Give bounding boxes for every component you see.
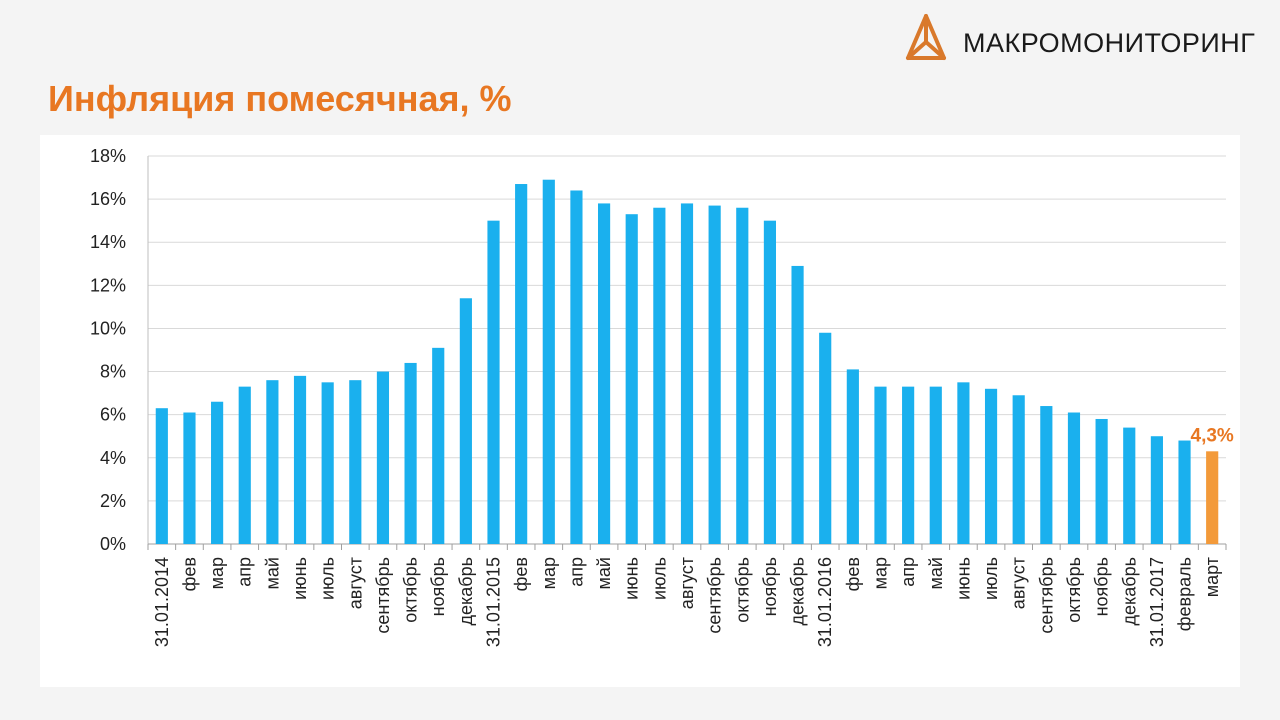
bar: [597, 203, 611, 544]
bar: [874, 386, 887, 544]
x-tick-label: мар: [207, 557, 227, 589]
x-tick-label: сентябрь: [705, 557, 725, 634]
x-tick-label: апр: [566, 557, 586, 587]
y-tick-label: 12%: [90, 275, 126, 295]
x-tick-label: ноябрь: [1092, 557, 1112, 616]
bar: [902, 386, 915, 544]
bar: [1095, 418, 1108, 544]
bar: [929, 386, 942, 544]
bar: [1040, 406, 1053, 544]
x-tick-label: октябрь: [1064, 557, 1084, 623]
x-tick-label: май: [594, 557, 614, 589]
x-tick-label: декабрь: [1119, 557, 1139, 626]
bar: [211, 401, 224, 544]
x-tick-label: фев: [843, 557, 863, 591]
x-tick-label: июль: [981, 557, 1001, 600]
x-tick-label: апр: [898, 557, 918, 587]
bar: [1178, 440, 1191, 544]
y-tick-label: 10%: [90, 318, 126, 338]
x-tick-label: август: [677, 557, 697, 609]
x-tick-label: декабрь: [456, 557, 476, 626]
bar: [1123, 427, 1136, 544]
bar: [957, 382, 970, 544]
x-tick-label: мар: [870, 557, 890, 589]
x-tick-label: 31.01.2016: [815, 557, 835, 647]
bar: [791, 265, 804, 544]
x-tick-label: 31.01.2017: [1147, 557, 1167, 647]
x-tick-label: мар: [539, 557, 559, 589]
triangle-logo-icon: [906, 14, 946, 60]
bar: [1012, 395, 1025, 544]
bar: [680, 203, 694, 544]
logo-text: МАКРОМОНИТОРИНГ: [963, 28, 1256, 58]
x-tick-label: март: [1202, 557, 1222, 597]
bar: [266, 380, 279, 544]
x-tick-label: сентябрь: [373, 557, 393, 634]
bar: [708, 205, 721, 545]
bar: [404, 362, 417, 544]
y-tick-label: 16%: [90, 189, 126, 209]
x-tick-label: фев: [179, 557, 199, 591]
bar: [1206, 451, 1219, 544]
y-tick-label: 4%: [100, 448, 126, 468]
bar: [349, 380, 362, 544]
x-tick-label: октябрь: [732, 557, 752, 623]
page-title: Инфляция помесячная, %: [48, 78, 512, 119]
bar: [487, 220, 500, 544]
x-tick-label: фев: [511, 557, 531, 591]
bar: [432, 347, 445, 544]
brand-logo: МАКРОМОНИТОРИНГ: [898, 12, 1268, 68]
x-tick-label: май: [926, 557, 946, 589]
x-tick-label: апр: [235, 557, 255, 587]
bar: [238, 386, 251, 544]
bar: [515, 184, 528, 544]
bar: [763, 220, 777, 544]
x-tick-label: ноябрь: [760, 557, 780, 616]
x-tick-label: июль: [649, 557, 669, 600]
x-tick-label: 31.01.2015: [484, 557, 504, 647]
x-tick-label: ноябрь: [428, 557, 448, 616]
y-tick-label: 0%: [100, 534, 126, 554]
bar: [846, 369, 859, 544]
bar: [1150, 436, 1163, 544]
x-tick-label: октябрь: [401, 557, 421, 623]
data-label: 4,3%: [1191, 425, 1234, 446]
x-tick-label: июнь: [953, 557, 973, 600]
bar: [155, 408, 168, 544]
bar: [570, 190, 583, 544]
bar: [736, 207, 749, 544]
x-tick-label: февраль: [1175, 557, 1195, 631]
bar: [542, 179, 555, 544]
x-tick-label: август: [345, 557, 365, 609]
bar: [293, 375, 307, 544]
bar: [459, 298, 472, 544]
x-tick-label: май: [262, 557, 282, 589]
x-tick-label: июль: [318, 557, 338, 600]
x-tick-label: 31.01.2014: [152, 557, 172, 647]
bar: [183, 412, 196, 544]
y-tick-label: 14%: [90, 232, 126, 252]
x-tick-label: август: [1009, 557, 1029, 609]
x-tick-label: июнь: [622, 557, 642, 600]
chart-panel: 0% 2% 4% 6% 8% 10% 12% 14% 16% 18% 31.01.2014 фев ма…: [40, 135, 1240, 687]
bar: [653, 207, 666, 544]
y-tick-label: 8%: [100, 362, 126, 382]
x-tick-label: июнь: [290, 557, 310, 600]
bar: [625, 214, 638, 544]
inflation-bar-chart: 0%2%4%6%8%10%12%14%16%18%31.01.2014 фев ма…: [90, 146, 1234, 647]
bar: [1067, 412, 1081, 544]
x-tick-label: сентябрь: [1036, 557, 1056, 634]
bar: [376, 371, 390, 544]
y-tick-label: 6%: [100, 405, 126, 425]
x-tick-label: декабрь: [788, 557, 808, 626]
y-tick-label: 2%: [100, 491, 126, 511]
bar: [321, 382, 334, 544]
bar: [819, 332, 832, 544]
y-tick-label: 18%: [90, 146, 126, 166]
bar: [984, 388, 998, 544]
